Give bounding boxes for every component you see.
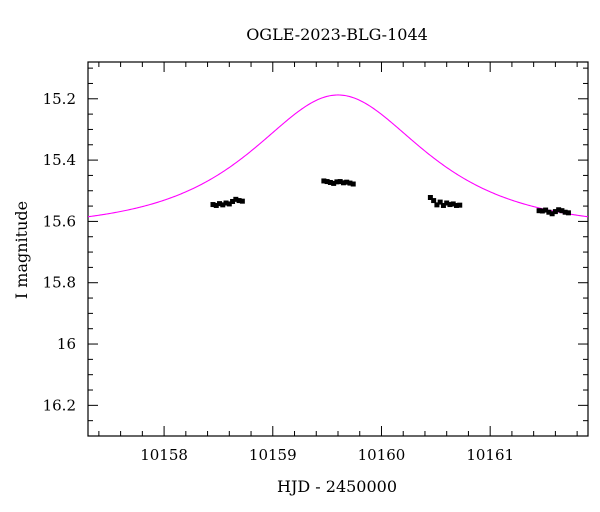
- data-point: [552, 209, 558, 215]
- data-point: [236, 198, 242, 204]
- data-point: [434, 202, 440, 208]
- data-point: [344, 179, 350, 185]
- data-point: [350, 181, 356, 187]
- data-point: [327, 179, 333, 185]
- data-point: [220, 202, 226, 208]
- y-tick-label: 15.8: [43, 274, 76, 292]
- y-tick-labels: 15.2 15.4 15.6 15.8 16 16.2: [43, 90, 76, 415]
- x-tick-label: 10158: [140, 446, 188, 464]
- data-point: [450, 201, 456, 207]
- data-point: [546, 209, 552, 215]
- data-point: [230, 198, 236, 204]
- x-tick-label: 10159: [249, 446, 297, 464]
- data-points: [210, 178, 571, 217]
- x-tick-label: 10160: [358, 446, 406, 464]
- data-point: [321, 178, 327, 184]
- plot-frame: [87, 61, 589, 437]
- data-point: [427, 194, 433, 200]
- data-point: [223, 200, 229, 206]
- data-point: [543, 207, 549, 213]
- data-point: [440, 202, 446, 208]
- data-point: [340, 180, 346, 186]
- data-point: [217, 201, 223, 207]
- data-point: [549, 211, 555, 217]
- x-axis-ticks: [98, 62, 578, 436]
- y-tick-label: 16: [57, 335, 76, 353]
- x-axis-label: HJD - 2450000: [277, 477, 397, 496]
- data-point: [444, 200, 450, 206]
- data-point: [556, 207, 562, 213]
- data-point: [453, 202, 459, 208]
- data-point: [334, 179, 340, 185]
- model-curve: [87, 94, 589, 218]
- y-axis-ticks: [88, 67, 588, 437]
- data-point: [331, 180, 337, 186]
- data-point: [347, 180, 353, 186]
- x-tick-label: 10161: [466, 446, 514, 464]
- y-tick-label: 16.2: [43, 396, 76, 414]
- y-axis-label: I magnitude: [12, 201, 31, 299]
- data-point: [337, 179, 343, 185]
- data-point: [239, 198, 245, 204]
- y-tick-label: 15.4: [43, 151, 76, 169]
- data-point: [447, 202, 453, 208]
- data-point: [562, 209, 568, 215]
- data-point: [565, 210, 571, 216]
- chart-title: OGLE-2023-BLG-1044: [246, 25, 428, 44]
- data-point: [437, 199, 443, 205]
- data-point: [324, 179, 330, 185]
- data-point: [213, 202, 219, 208]
- data-point: [559, 208, 565, 214]
- y-tick-label: 15.6: [43, 212, 76, 230]
- y-tick-label: 15.2: [43, 90, 76, 108]
- data-point: [539, 208, 545, 214]
- data-point: [536, 208, 542, 214]
- data-point: [210, 202, 216, 208]
- data-point: [233, 196, 239, 202]
- plot-area: [87, 61, 589, 437]
- data-point: [226, 201, 232, 207]
- data-point: [431, 198, 437, 204]
- data-point: [457, 202, 463, 208]
- x-tick-labels: 10158 10159 10160 10161: [140, 446, 514, 464]
